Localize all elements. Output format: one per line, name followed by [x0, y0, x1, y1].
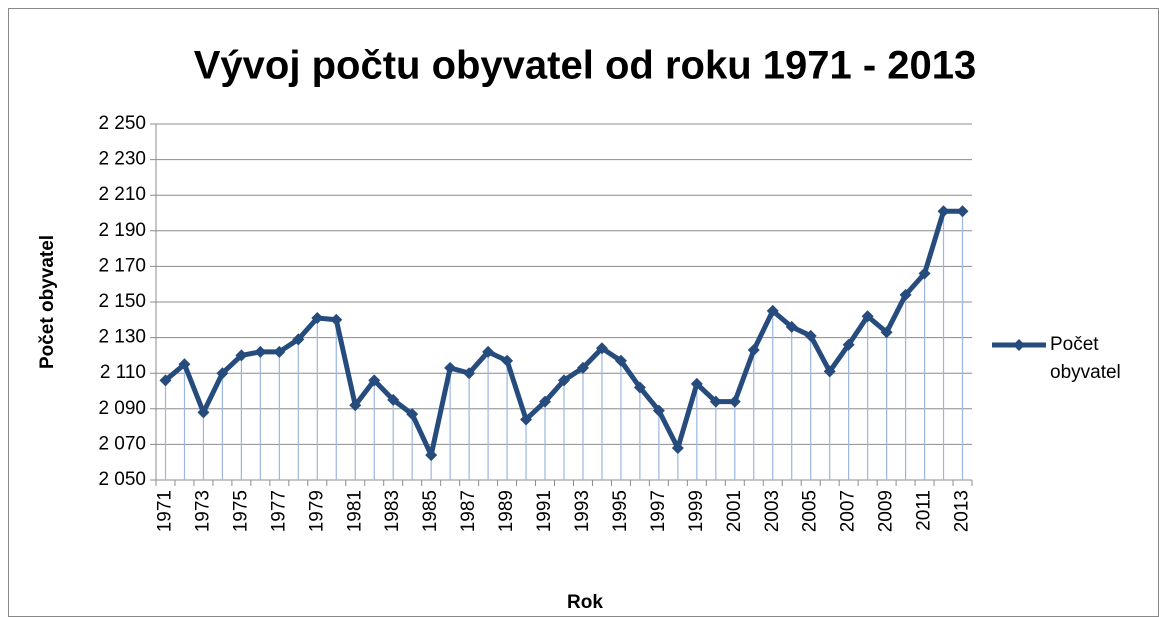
legend-label: Počet obyvatel: [1050, 334, 1121, 383]
x-tick-label: 2011: [914, 490, 935, 531]
marker: [766, 304, 779, 317]
marker: [292, 333, 305, 346]
marker: [804, 329, 817, 342]
marker: [690, 377, 703, 390]
marker: [406, 408, 419, 421]
marker: [918, 267, 931, 280]
marker: [956, 205, 969, 218]
marker: [159, 374, 172, 387]
marker: [349, 399, 362, 412]
x-tick-label: 1991: [534, 490, 555, 532]
y-tick-label: 2 230: [98, 149, 146, 170]
chart-frame: [8, 8, 1159, 617]
y-tick-label: 2 070: [98, 433, 146, 454]
x-tick-label: 1985: [420, 490, 441, 532]
marker: [728, 395, 741, 408]
marker: [273, 345, 286, 358]
marker: [576, 361, 589, 374]
y-tick-label: 2 130: [98, 327, 146, 348]
marker: [501, 354, 514, 367]
marker: [785, 320, 798, 333]
marker: [178, 358, 191, 371]
marker: [823, 365, 836, 378]
x-tick-label: 2009: [876, 490, 897, 532]
x-tick-label: 2003: [762, 490, 783, 532]
marker: [311, 312, 324, 325]
y-tick-label: 2 150: [98, 291, 146, 312]
x-tick-label: 1995: [610, 490, 631, 532]
marker: [539, 395, 552, 408]
y-tick-label: 2 050: [98, 469, 146, 490]
y-tick-label: 2 250: [98, 113, 146, 134]
chart-title: Vývoj počtu obyvatel od roku 1971 - 2013: [194, 44, 977, 88]
x-axis-title: Rok: [567, 592, 603, 613]
marker: [899, 288, 912, 301]
marker: [595, 342, 608, 355]
marker: [425, 449, 438, 462]
marker: [520, 413, 533, 426]
x-tick-label: 1973: [192, 490, 213, 532]
marker: [633, 381, 646, 394]
marker: [880, 326, 893, 339]
y-tick-label: 2 170: [98, 255, 146, 276]
y-axis-title: Počet obyvatel: [37, 235, 58, 369]
x-tick-label: 1979: [306, 490, 327, 532]
marker: [652, 404, 665, 417]
marker: [937, 205, 950, 218]
x-tick-label: 1989: [496, 490, 517, 532]
marker: [709, 395, 722, 408]
x-tick-label: 1977: [268, 490, 289, 532]
x-tick-label: 1983: [382, 490, 403, 532]
marker: [558, 374, 570, 387]
y-tick-label: 2 110: [100, 362, 146, 383]
marker: [842, 338, 855, 351]
marker: [368, 374, 381, 387]
x-tick-label: 2005: [800, 490, 821, 532]
x-tick-label: 1987: [458, 490, 479, 532]
x-tick-label: 2013: [952, 490, 973, 532]
x-tick-label: 1981: [344, 490, 365, 532]
marker: [444, 361, 457, 374]
marker: [463, 367, 476, 380]
marker: [482, 345, 495, 358]
marker: [254, 345, 267, 358]
marker: [330, 313, 343, 326]
marker: [235, 349, 248, 362]
marker: [861, 310, 874, 323]
y-tick-label: 2 090: [98, 398, 146, 419]
y-tick-label: 2 210: [98, 184, 146, 205]
marker: [671, 441, 684, 454]
x-tick-label: 1993: [572, 490, 593, 532]
x-tick-label: 1971: [155, 490, 176, 532]
marker: [197, 406, 210, 419]
marker: [216, 367, 229, 380]
marker: [387, 393, 400, 406]
x-tick-label: 2007: [838, 490, 859, 532]
x-tick-label: 1999: [686, 490, 707, 532]
legend-marker: [1013, 339, 1025, 351]
marker: [747, 344, 760, 357]
x-tick-label: 2001: [724, 490, 745, 532]
x-tick-label: 1975: [230, 490, 251, 532]
x-tick-label: 1997: [648, 490, 669, 532]
marker: [614, 354, 627, 367]
y-tick-label: 2 190: [98, 220, 146, 241]
